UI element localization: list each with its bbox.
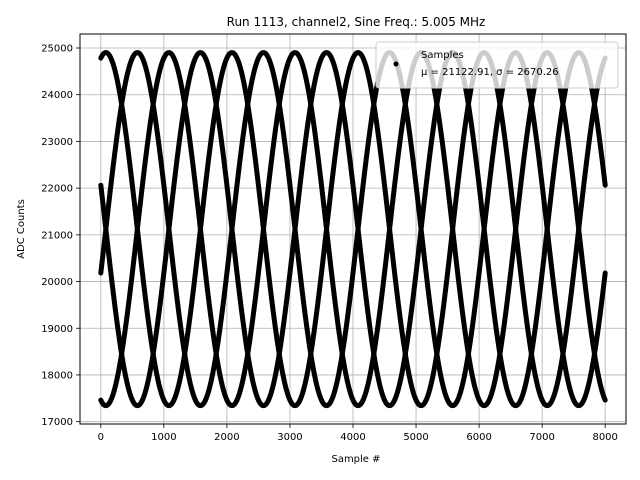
x-tick-label: 3000 (277, 432, 302, 443)
x-tick-label: 4000 (340, 432, 365, 443)
y-tick-label: 20000 (41, 277, 73, 288)
x-tick-label: 8000 (592, 432, 617, 443)
y-tick-label: 22000 (41, 184, 73, 195)
x-tick-label: 1000 (151, 432, 176, 443)
chart-title: Run 1113, channel2, Sine Freq.: 5.005 MH… (227, 15, 486, 29)
y-tick-label: 17000 (41, 417, 73, 428)
sample-strand-3 (98, 50, 608, 409)
x-tick-label: 6000 (466, 432, 491, 443)
legend-marker (393, 61, 399, 67)
y-tick-label: 19000 (41, 324, 73, 335)
legend: Samples μ = 21122.91, σ = 2670.26 (375, 41, 619, 89)
legend-entry-stats: μ = 21122.91, σ = 2670.26 (421, 67, 559, 78)
legend-box (375, 41, 619, 89)
y-tick-label: 18000 (41, 370, 73, 381)
y-tick-label: 23000 (41, 137, 73, 148)
x-axis-label: Sample # (331, 454, 380, 465)
x-tick-label: 7000 (529, 432, 554, 443)
y-tick-label: 25000 (41, 44, 73, 55)
x-axis: 0 1000 2000 3000 4000 5000 6000 7000 8000 (98, 424, 618, 443)
x-tick-label: 5000 (403, 432, 428, 443)
y-axis: 17000 18000 19000 20000 21000 22000 23000 24000… (41, 44, 80, 428)
legend-entry-name: Samples (421, 50, 464, 61)
sample-strand-4 (98, 50, 608, 409)
y-axis-label: ADC Counts (16, 199, 27, 259)
x-tick-label: 0 (98, 432, 104, 443)
y-tick-label: 21000 (41, 230, 73, 241)
x-tick-label: 2000 (214, 432, 239, 443)
y-tick-label: 24000 (41, 90, 73, 101)
